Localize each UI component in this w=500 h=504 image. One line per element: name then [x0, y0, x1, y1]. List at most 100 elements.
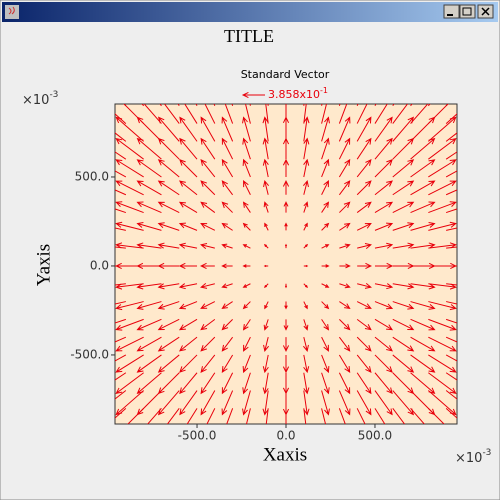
vector-arrow	[445, 372, 457, 381]
vector-arrow	[179, 354, 198, 373]
vector-arrow	[242, 283, 251, 288]
vector-arrow	[428, 283, 457, 290]
vector-arrow	[410, 354, 436, 373]
vector-arrow	[321, 354, 330, 374]
vector-arrow	[221, 201, 233, 213]
vector-arrow	[374, 336, 393, 352]
vector-arrow	[136, 201, 162, 214]
vector-arrow	[282, 337, 290, 352]
vector-arrow	[115, 170, 127, 178]
maximize-button[interactable]	[459, 4, 476, 19]
vector-arrow	[374, 159, 393, 178]
x-tick-label: -500.0	[178, 429, 217, 443]
vector-arrow	[178, 318, 198, 331]
y-multiplier: ×10-3	[22, 90, 58, 108]
minimize-button[interactable]	[443, 4, 460, 19]
vector-arrow	[200, 201, 216, 213]
vector-arrow	[302, 179, 309, 195]
vector-arrow	[445, 390, 457, 400]
vector-arrow	[357, 243, 372, 249]
vector-arrow	[157, 283, 180, 290]
vector-arrow	[200, 301, 216, 309]
vector-arrow	[199, 262, 215, 270]
vector-arrow	[428, 159, 457, 178]
vector-arrow	[445, 151, 457, 160]
vector-arrow	[357, 262, 373, 270]
vector-arrow	[157, 222, 180, 231]
vector-arrow	[339, 283, 351, 289]
vector-arrow	[115, 372, 144, 394]
vector-arrow	[179, 372, 198, 395]
vector-arrow	[338, 390, 351, 416]
vector-arrow	[282, 179, 290, 195]
vector-arrow	[410, 408, 425, 424]
vector-arrow	[157, 336, 180, 352]
vector-arrow	[303, 264, 309, 268]
vector-arrow	[374, 104, 388, 124]
vector-arrow	[115, 318, 144, 331]
vector-arrow	[303, 116, 310, 142]
vector-arrow	[303, 301, 308, 310]
vector-arrow	[321, 137, 330, 160]
vector-field	[115, 104, 457, 424]
vector-arrow	[356, 116, 372, 142]
vector-arrow	[428, 372, 457, 394]
close-button[interactable]	[477, 4, 494, 19]
vector-arrow	[356, 372, 372, 395]
vector-arrow	[410, 242, 436, 249]
vector-arrow	[221, 137, 234, 160]
vector-arrow	[242, 301, 251, 310]
vector-arrow	[157, 390, 180, 416]
vector-arrow	[356, 390, 372, 416]
vector-arrow	[136, 222, 162, 231]
vector-arrow	[243, 336, 251, 352]
vector-arrow	[242, 201, 251, 213]
vector-arrow	[282, 158, 290, 177]
vector-arrow	[186, 408, 198, 424]
vector-arrow	[157, 354, 180, 373]
vector-arrow	[410, 159, 436, 178]
vector-arrow	[356, 158, 372, 178]
vector-arrow	[115, 208, 127, 214]
vector-arrow	[428, 180, 457, 196]
vector-arrow	[184, 104, 198, 124]
reference-label: Standard Vector	[241, 68, 330, 81]
vector-arrow	[284, 222, 288, 231]
vector-arrow	[178, 222, 198, 231]
vector-arrow	[338, 180, 351, 196]
vector-arrow	[321, 283, 330, 288]
vector-arrow	[321, 158, 330, 178]
vector-arrow	[302, 337, 309, 352]
vector-arrow	[245, 104, 251, 124]
vector-arrow	[356, 201, 372, 213]
vector-arrow	[339, 222, 351, 231]
vector-arrow	[374, 201, 394, 213]
reference-value: 3.858x10-1	[268, 86, 328, 102]
y-tick-label: 0.0	[90, 258, 109, 272]
vector-arrow	[338, 158, 351, 178]
vector-arrow	[392, 408, 406, 424]
vector-arrow	[321, 390, 330, 416]
vector-arrow	[321, 319, 330, 331]
vector-arrow	[123, 104, 145, 124]
vector-arrow	[115, 354, 127, 362]
vector-arrow	[178, 262, 198, 270]
vector-arrow	[157, 262, 180, 270]
vector-arrow	[283, 319, 289, 331]
vector-arrow	[338, 336, 351, 352]
vector-arrow	[115, 354, 144, 373]
vector-arrow	[428, 336, 457, 352]
vector-arrow	[179, 116, 198, 142]
vector-arrow	[338, 408, 346, 424]
vector-arrow	[321, 244, 330, 249]
vector-arrow	[221, 263, 233, 269]
vector-arrow	[242, 137, 251, 160]
vector-arrow	[178, 201, 198, 213]
vector-arrow	[321, 201, 330, 213]
vector-arrow	[338, 354, 351, 374]
vector-arrow	[356, 180, 372, 196]
vector-arrow	[265, 408, 269, 424]
vector-arrow	[200, 223, 216, 231]
vector-arrow	[445, 170, 457, 178]
